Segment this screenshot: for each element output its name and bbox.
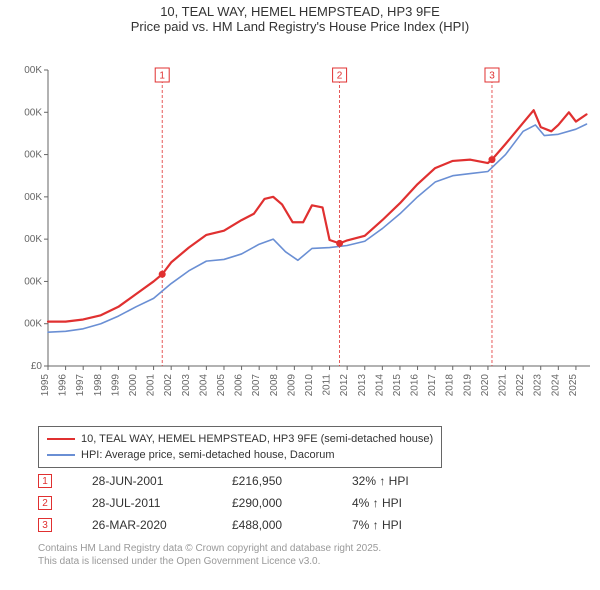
svg-text:2008: 2008 (269, 374, 280, 397)
svg-text:2016: 2016 (410, 374, 421, 397)
legend: 10, TEAL WAY, HEMEL HEMPSTEAD, HP3 9FE (… (38, 426, 442, 468)
legend-row: HPI: Average price, semi-detached house,… (47, 447, 433, 463)
line-chart: £0 £100K £200K £300K £400K £500K £600K £700K 199… (24, 46, 594, 416)
chart-area: £0 £100K £200K £300K £400K £500K £600K £700K 199… (24, 46, 594, 416)
attribution-line-2: This data is licensed under the Open Gov… (38, 555, 381, 568)
svg-text:2006: 2006 (234, 374, 245, 397)
svg-text:1997: 1997 (75, 374, 86, 397)
svg-text:2013: 2013 (357, 374, 368, 397)
svg-text:£500K: £500K (24, 150, 42, 161)
marker-date: 26-MAR-2020 (92, 518, 232, 532)
svg-text:1: 1 (159, 71, 165, 82)
svg-text:£100K: £100K (24, 319, 42, 330)
svg-text:2002: 2002 (163, 374, 174, 397)
marker-number: 2 (38, 496, 52, 510)
marker-number: 3 (38, 518, 52, 532)
svg-text:£700K: £700K (24, 65, 42, 76)
title-line-2: Price paid vs. HM Land Registry's House … (0, 19, 600, 34)
svg-text:1998: 1998 (93, 374, 104, 397)
svg-text:1995: 1995 (40, 374, 51, 397)
svg-text:£400K: £400K (24, 192, 42, 203)
svg-text:3: 3 (489, 71, 495, 82)
marker-row: 2 28-JUL-2011£290,0004% ↑ HPI (38, 492, 452, 514)
svg-text:2009: 2009 (286, 374, 297, 397)
legend-swatch (47, 454, 75, 456)
svg-text:1996: 1996 (58, 374, 69, 397)
marker-date: 28-JUN-2001 (92, 474, 232, 488)
svg-text:2018: 2018 (445, 374, 456, 397)
attribution-line-1: Contains HM Land Registry data © Crown c… (38, 542, 381, 555)
legend-label: 10, TEAL WAY, HEMEL HEMPSTEAD, HP3 9FE (… (81, 433, 433, 445)
attribution: Contains HM Land Registry data © Crown c… (38, 542, 381, 568)
marker-row: 3 26-MAR-2020£488,0007% ↑ HPI (38, 514, 452, 536)
svg-text:2010: 2010 (304, 374, 315, 397)
svg-text:2020: 2020 (480, 374, 491, 397)
title-line-1: 10, TEAL WAY, HEMEL HEMPSTEAD, HP3 9FE (0, 4, 600, 19)
marker-number: 1 (38, 474, 52, 488)
marker-row: 1 28-JUN-2001£216,95032% ↑ HPI (38, 470, 452, 492)
svg-text:2015: 2015 (392, 374, 403, 397)
legend-swatch (47, 438, 75, 441)
svg-text:£600K: £600K (24, 107, 42, 118)
svg-text:2007: 2007 (251, 374, 262, 397)
svg-text:2003: 2003 (181, 374, 192, 397)
svg-text:2: 2 (337, 71, 343, 82)
svg-text:2019: 2019 (462, 374, 473, 397)
svg-text:2017: 2017 (427, 374, 438, 397)
legend-label: HPI: Average price, semi-detached house,… (81, 449, 335, 461)
svg-text:2000: 2000 (128, 374, 139, 397)
svg-text:£300K: £300K (24, 234, 42, 245)
svg-text:1999: 1999 (110, 374, 121, 397)
marker-pct: 32% ↑ HPI (352, 474, 452, 488)
marker-price: £290,000 (232, 496, 352, 510)
svg-text:2011: 2011 (322, 374, 333, 396)
svg-text:2022: 2022 (515, 374, 526, 397)
svg-text:2023: 2023 (533, 374, 544, 397)
svg-text:2021: 2021 (498, 374, 509, 397)
svg-text:2025: 2025 (568, 374, 579, 397)
chart-title: 10, TEAL WAY, HEMEL HEMPSTEAD, HP3 9FE P… (0, 0, 600, 34)
svg-text:2005: 2005 (216, 374, 227, 397)
svg-text:2012: 2012 (339, 374, 350, 397)
sale-markers-table: 1 28-JUN-2001£216,95032% ↑ HPI 2 28-JUL-201… (38, 470, 452, 536)
svg-text:2024: 2024 (550, 374, 561, 397)
svg-text:£200K: £200K (24, 276, 42, 287)
marker-date: 28-JUL-2011 (92, 496, 232, 510)
svg-text:£0: £0 (31, 361, 43, 372)
svg-text:2014: 2014 (374, 374, 385, 397)
marker-price: £216,950 (232, 474, 352, 488)
legend-row: 10, TEAL WAY, HEMEL HEMPSTEAD, HP3 9FE (… (47, 431, 433, 447)
svg-text:2001: 2001 (146, 374, 157, 397)
marker-price: £488,000 (232, 518, 352, 532)
marker-pct: 7% ↑ HPI (352, 518, 452, 532)
marker-pct: 4% ↑ HPI (352, 496, 452, 510)
svg-text:2004: 2004 (198, 374, 209, 397)
